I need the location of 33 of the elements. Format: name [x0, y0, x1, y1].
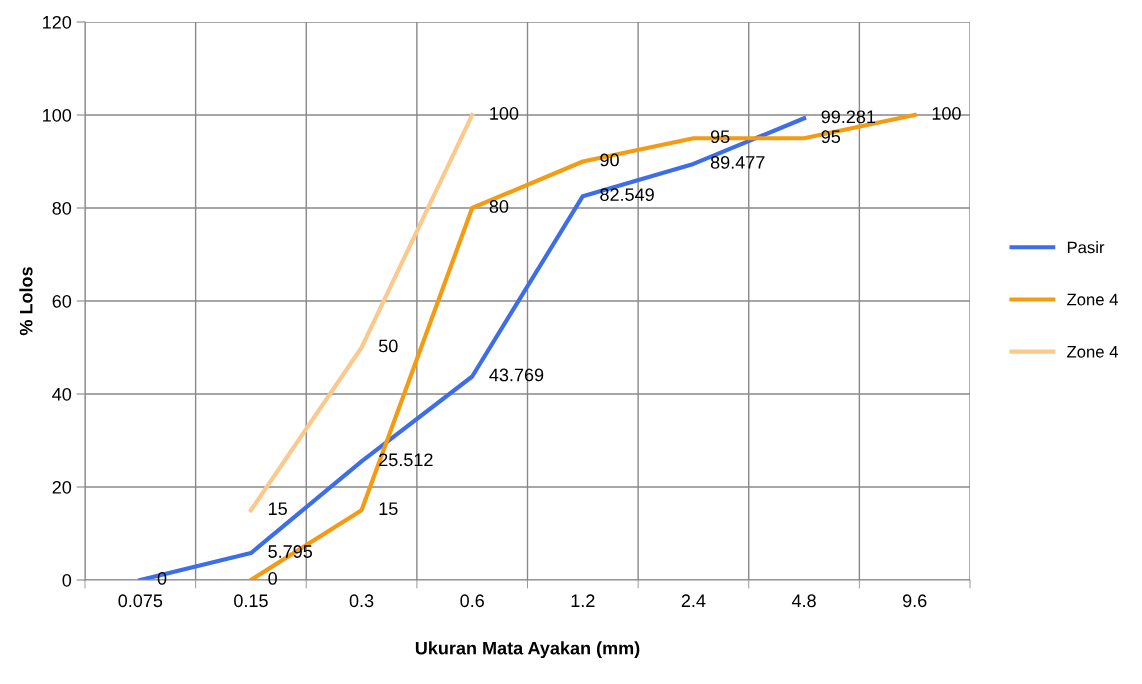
x-tick-label: 9.6: [902, 594, 927, 608]
y-axis-title: % Lolos: [19, 267, 33, 336]
y-tick-label: 20: [52, 480, 72, 494]
y-tick-label: 40: [52, 387, 72, 401]
data-label: 0: [268, 572, 277, 585]
data-label: 50: [378, 339, 398, 353]
y-tick-label: 100: [43, 108, 72, 122]
y-tick-label: 80: [52, 201, 72, 215]
x-tick-label: 0.6: [460, 594, 484, 608]
x-tick-label: 0.075: [118, 594, 163, 608]
y-tick-label: 60: [52, 294, 72, 308]
data-label: 95: [821, 130, 841, 144]
data-label: 89.477: [710, 155, 765, 169]
legend-label: Pasir: [1067, 241, 1105, 254]
y-tick-label: 0: [62, 573, 72, 587]
x-tick-label: 1.2: [571, 594, 595, 607]
data-label: 43.769: [489, 368, 544, 382]
y-tick-label: 120: [43, 15, 72, 29]
x-axis-title: Ukuran Mata Ayakan (mm): [415, 641, 640, 659]
data-label: 15: [379, 502, 398, 516]
x-tick-label: 2.4: [681, 594, 706, 607]
x-tick-label: 4.8: [791, 594, 816, 608]
x-tick-label: 0.3: [349, 594, 374, 608]
data-label: 99.281: [821, 110, 876, 124]
data-label: 90: [600, 153, 619, 167]
data-label: 82.549: [600, 188, 654, 201]
data-label: 15: [268, 502, 287, 516]
data-label: 100: [932, 107, 961, 120]
data-label: 80: [489, 200, 509, 213]
legend-label: Zone 4: [1067, 293, 1118, 306]
x-tick-label: 0.15: [234, 594, 268, 608]
data-label: 100: [490, 107, 519, 120]
legend-label: Zone 4: [1067, 346, 1118, 358]
